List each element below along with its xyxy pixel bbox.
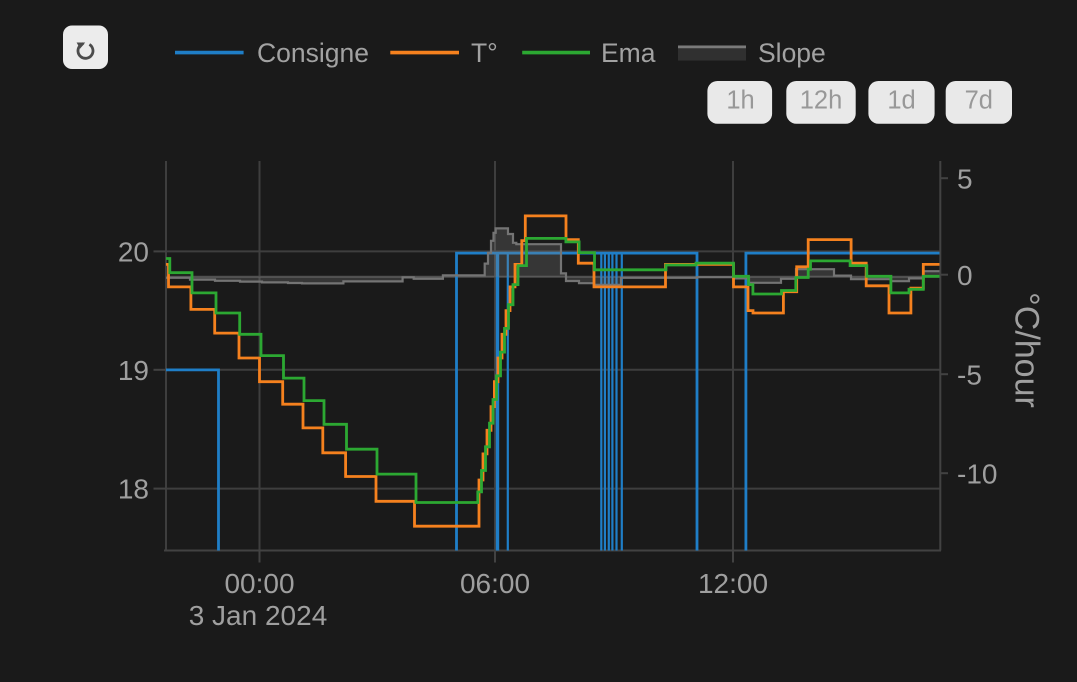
svg-text:1d: 1d — [887, 87, 915, 115]
svg-text:°C/hour: °C/hour — [1008, 292, 1046, 408]
svg-text:T°: T° — [471, 38, 498, 68]
svg-text:3 Jan 2024: 3 Jan 2024 — [189, 600, 328, 631]
svg-text:5: 5 — [957, 163, 973, 194]
svg-text:-5: -5 — [957, 359, 982, 390]
svg-text:1h: 1h — [726, 87, 754, 115]
svg-text:Consigne: Consigne — [257, 38, 369, 68]
svg-text:00:00: 00:00 — [224, 568, 294, 599]
svg-text:7d: 7d — [965, 87, 993, 115]
svg-text:Slope: Slope — [758, 38, 826, 68]
svg-text:12:00: 12:00 — [698, 568, 768, 599]
svg-text:0: 0 — [957, 260, 973, 291]
svg-text:20: 20 — [118, 237, 149, 268]
svg-text:19: 19 — [118, 355, 149, 386]
svg-text:06:00: 06:00 — [460, 568, 530, 599]
svg-text:-10: -10 — [957, 458, 997, 489]
svg-text:18: 18 — [118, 474, 149, 505]
svg-text:12h: 12h — [800, 87, 843, 115]
svg-text:Ema: Ema — [601, 38, 656, 68]
